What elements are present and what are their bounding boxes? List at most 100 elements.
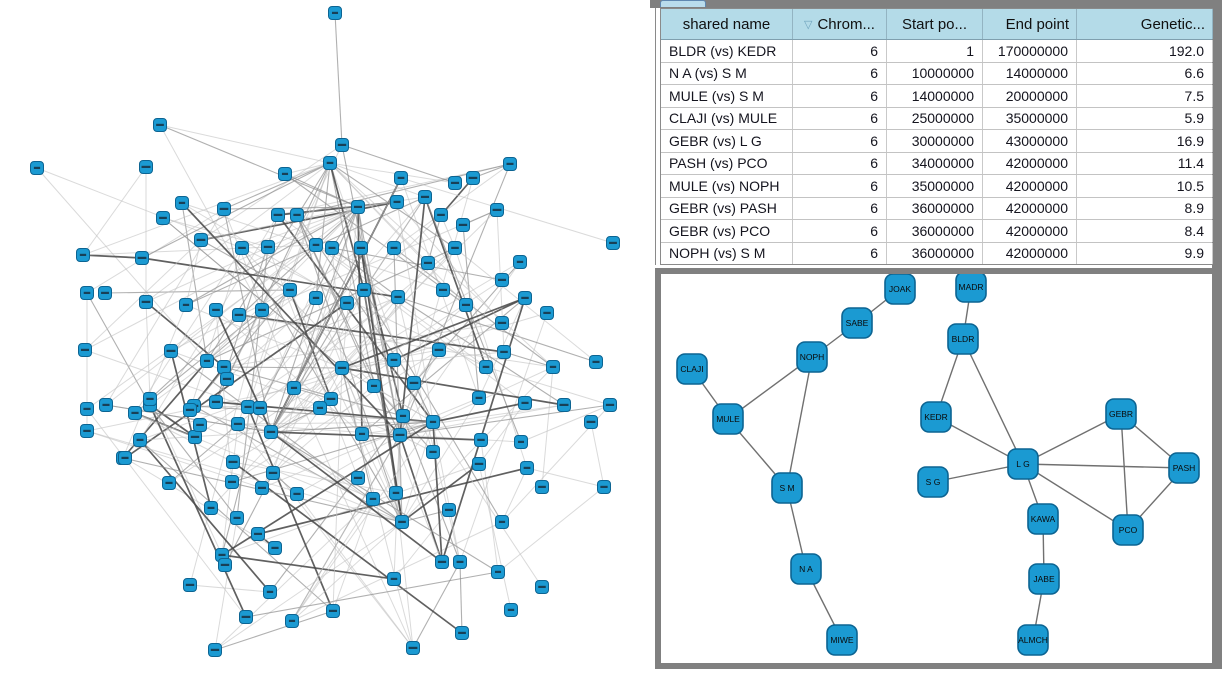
node-joak[interactable]: JOAK bbox=[884, 273, 916, 305]
network-node[interactable] bbox=[435, 555, 449, 569]
table-row[interactable]: N A (vs) S M 6 10000000 14000000 6.6 bbox=[661, 62, 1213, 85]
network-node[interactable] bbox=[557, 398, 571, 412]
node-bldr[interactable]: BLDR bbox=[947, 323, 979, 355]
node-claji[interactable]: CLAJI bbox=[676, 353, 708, 385]
network-node[interactable] bbox=[135, 251, 149, 265]
network-node[interactable] bbox=[99, 398, 113, 412]
node-miwe[interactable]: MIWE bbox=[826, 624, 858, 656]
network-node[interactable] bbox=[193, 418, 207, 432]
filtered-network-canvas[interactable]: JOAK SABE NOPH CLAJI MULE MADR BLDR KEDR GEBR L G… bbox=[655, 268, 1212, 669]
network-node[interactable] bbox=[394, 171, 408, 185]
network-node[interactable] bbox=[391, 290, 405, 304]
network-node[interactable] bbox=[418, 190, 432, 204]
network-node[interactable] bbox=[354, 241, 368, 255]
network-node[interactable] bbox=[283, 283, 297, 297]
network-node[interactable] bbox=[139, 295, 153, 309]
network-node[interactable] bbox=[231, 417, 245, 431]
network-node[interactable] bbox=[328, 6, 342, 20]
network-node[interactable] bbox=[407, 376, 421, 390]
network-node[interactable] bbox=[200, 354, 214, 368]
network-node[interactable] bbox=[448, 176, 462, 190]
network-node[interactable] bbox=[432, 343, 446, 357]
table-row[interactable]: GEBR (vs) PCO 6 36000000 42000000 8.4 bbox=[661, 220, 1213, 243]
network-node[interactable] bbox=[472, 391, 486, 405]
network-node[interactable] bbox=[455, 626, 469, 640]
network-node[interactable] bbox=[268, 541, 282, 555]
network-node[interactable] bbox=[584, 415, 598, 429]
network-node[interactable] bbox=[324, 392, 338, 406]
table-row[interactable]: GEBR (vs) PASH 6 36000000 42000000 8.9 bbox=[661, 197, 1213, 220]
network-node[interactable] bbox=[453, 555, 467, 569]
table-row[interactable]: NOPH (vs) S M 6 36000000 42000000 9.9 bbox=[661, 242, 1213, 264]
network-node[interactable] bbox=[597, 480, 611, 494]
network-node[interactable] bbox=[395, 515, 409, 529]
node-pash[interactable]: PASH bbox=[1168, 452, 1200, 484]
node-s-g[interactable]: S G bbox=[917, 466, 949, 498]
column-header-shared-name[interactable]: shared name bbox=[661, 9, 793, 39]
network-node[interactable] bbox=[271, 208, 285, 222]
network-node[interactable] bbox=[239, 610, 253, 624]
network-node[interactable] bbox=[351, 200, 365, 214]
network-node[interactable] bbox=[514, 435, 528, 449]
network-node[interactable] bbox=[390, 195, 404, 209]
network-node[interactable] bbox=[261, 240, 275, 254]
network-node[interactable] bbox=[208, 643, 222, 657]
network-node[interactable] bbox=[78, 343, 92, 357]
network-node[interactable] bbox=[80, 402, 94, 416]
network-node[interactable] bbox=[396, 409, 410, 423]
network-node[interactable] bbox=[263, 585, 277, 599]
network-node[interactable] bbox=[497, 345, 511, 359]
network-node[interactable] bbox=[387, 353, 401, 367]
network-node[interactable] bbox=[357, 283, 371, 297]
network-node[interactable] bbox=[253, 401, 267, 415]
network-node[interactable] bbox=[387, 572, 401, 586]
network-node[interactable] bbox=[220, 372, 234, 386]
network-node[interactable] bbox=[128, 406, 142, 420]
network-node[interactable] bbox=[520, 461, 534, 475]
table-tab-chip[interactable] bbox=[660, 0, 706, 7]
network-node[interactable] bbox=[80, 286, 94, 300]
node-pco[interactable]: PCO bbox=[1112, 514, 1144, 546]
network-node[interactable] bbox=[188, 430, 202, 444]
network-node[interactable] bbox=[436, 283, 450, 297]
network-node[interactable] bbox=[495, 316, 509, 330]
network-node[interactable] bbox=[535, 580, 549, 594]
network-node[interactable] bbox=[491, 565, 505, 579]
network-node[interactable] bbox=[434, 208, 448, 222]
network-node[interactable] bbox=[255, 481, 269, 495]
node-noph[interactable]: NOPH bbox=[796, 341, 828, 373]
network-node[interactable] bbox=[225, 475, 239, 489]
network-node[interactable] bbox=[546, 360, 560, 374]
network-node[interactable] bbox=[448, 241, 462, 255]
network-node[interactable] bbox=[290, 208, 304, 222]
network-node[interactable] bbox=[355, 427, 369, 441]
network-node[interactable] bbox=[255, 303, 269, 317]
network-node[interactable] bbox=[479, 360, 493, 374]
network-node[interactable] bbox=[278, 167, 292, 181]
network-node[interactable] bbox=[204, 501, 218, 515]
network-node[interactable] bbox=[387, 241, 401, 255]
column-header-genetic---[interactable]: Genetic... bbox=[1077, 9, 1213, 39]
network-node[interactable] bbox=[540, 306, 554, 320]
network-node[interactable] bbox=[76, 248, 90, 262]
network-node[interactable] bbox=[218, 558, 232, 572]
network-node[interactable] bbox=[367, 379, 381, 393]
network-node[interactable] bbox=[495, 273, 509, 287]
network-node[interactable] bbox=[194, 233, 208, 247]
network-node[interactable] bbox=[264, 425, 278, 439]
network-node[interactable] bbox=[133, 433, 147, 447]
network-node[interactable] bbox=[335, 138, 349, 152]
network-node[interactable] bbox=[466, 171, 480, 185]
network-node[interactable] bbox=[217, 360, 231, 374]
network-node[interactable] bbox=[209, 303, 223, 317]
network-node[interactable] bbox=[340, 296, 354, 310]
node-almch[interactable]: ALMCH bbox=[1017, 624, 1049, 656]
node-s-m[interactable]: S M bbox=[771, 472, 803, 504]
node-madr[interactable]: MADR bbox=[955, 271, 987, 303]
table-row[interactable]: CLAJI (vs) MULE 6 25000000 35000000 5.9 bbox=[661, 107, 1213, 130]
node-gebr[interactable]: GEBR bbox=[1105, 398, 1137, 430]
network-node[interactable] bbox=[179, 298, 193, 312]
network-node[interactable] bbox=[217, 202, 231, 216]
network-node[interactable] bbox=[156, 211, 170, 225]
column-header-end-point[interactable]: End point bbox=[983, 9, 1077, 39]
